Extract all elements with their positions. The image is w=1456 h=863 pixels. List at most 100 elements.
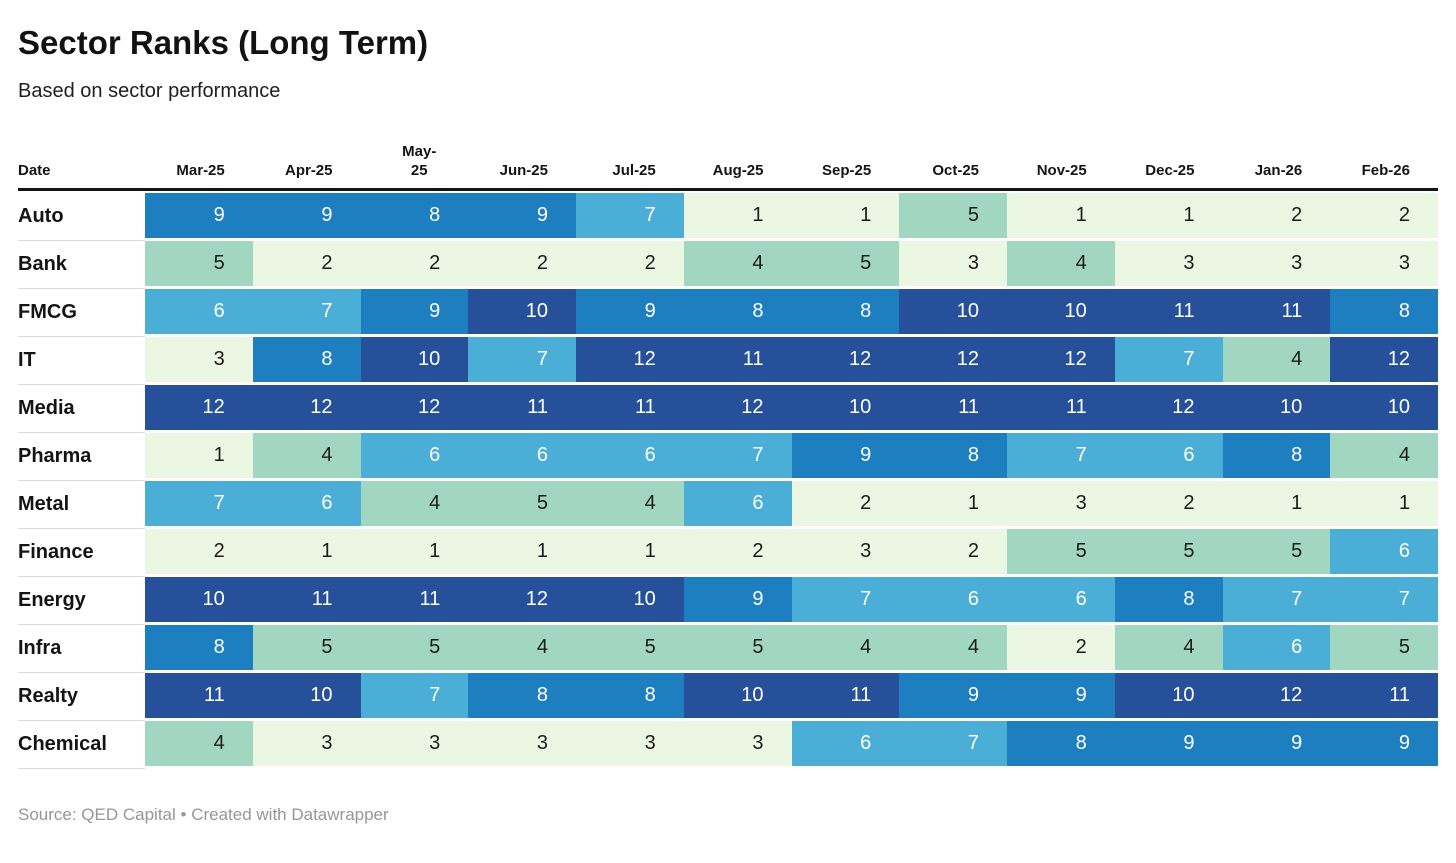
heatmap-cell: 9: [1114, 720, 1223, 766]
heatmap-cell: 10: [1007, 288, 1115, 334]
heatmap-cell: 11: [252, 576, 361, 622]
heatmap-cell: 5: [576, 624, 684, 670]
heatmap-cell: 12: [1330, 336, 1438, 382]
date-column-header: Date: [18, 161, 51, 179]
row-label: Finance: [18, 528, 145, 577]
heatmap-cell: 11: [1114, 288, 1223, 334]
row-label: Pharma: [18, 432, 145, 481]
heatmap-cell: 12: [1222, 672, 1331, 718]
heatmap-cell: 10: [1330, 384, 1438, 430]
heatmap-cell: 11: [899, 384, 1007, 430]
heatmap-cell: 5: [360, 624, 469, 670]
heatmap-cell: 8: [576, 672, 684, 718]
heatmap-cell: 9: [252, 192, 361, 238]
heatmap-cell: 9: [468, 192, 576, 238]
column-header: Aug-25: [684, 162, 792, 181]
column-header-label: Jul-25: [612, 161, 656, 179]
heatmap-cell: 10: [252, 672, 361, 718]
heatmap-cell: 3: [899, 240, 1007, 286]
heatmap-cell: 8: [683, 288, 792, 334]
heatmap-cell: 6: [1222, 624, 1331, 670]
row-label: Auto: [18, 192, 145, 241]
column-header: Apr-25: [253, 162, 361, 181]
heatmap-cell: 6: [899, 576, 1007, 622]
heatmap-cell: 2: [576, 240, 684, 286]
heatmap-cell: 8: [1007, 720, 1115, 766]
table-row: Media 12 12 12 11 11 12 10 11 11 12 10 10: [18, 384, 1438, 433]
heatmap-cell: 11: [468, 384, 576, 430]
row-label: Media: [18, 384, 145, 433]
heatmap-cell: 7: [791, 576, 900, 622]
heatmap-cell: 2: [145, 528, 253, 574]
heatmap-cell: 5: [145, 240, 253, 286]
heatmap-cell: 5: [1330, 624, 1438, 670]
heatmap-cell: 4: [1114, 624, 1223, 670]
heatmap-cell: 9: [360, 288, 469, 334]
heatmap-cell: 7: [899, 720, 1007, 766]
heatmap-cell: 6: [1114, 432, 1223, 478]
heatmap-cell: 11: [1007, 384, 1115, 430]
heatmap-cell: 11: [1330, 672, 1438, 718]
heatmap-cell: 2: [899, 528, 1007, 574]
heatmap-cell: 9: [791, 432, 900, 478]
heatmap-cell: 12: [683, 384, 792, 430]
heatmap-cell: 1: [1330, 480, 1438, 526]
heatmap-cell: 7: [576, 192, 684, 238]
heatmap-cell: 4: [576, 480, 684, 526]
heatmap-cell: 9: [1330, 720, 1438, 766]
heatmap-cell: 11: [1222, 288, 1331, 334]
column-header-label: Aug-25: [712, 161, 764, 179]
heatmap-cell: 12: [1007, 336, 1115, 382]
heatmap-cell: 8: [145, 624, 253, 670]
heatmap-cell: 5: [899, 192, 1007, 238]
column-header: Jun-25: [468, 162, 576, 181]
heatmap-cell: 1: [899, 480, 1007, 526]
heatmap-cell: 1: [1222, 480, 1331, 526]
heatmap-cell: 4: [1330, 432, 1438, 478]
heatmap-cell: 7: [360, 672, 469, 718]
heatmap-cell: 11: [683, 336, 792, 382]
heatmap-cell: 10: [899, 288, 1007, 334]
heatmap-cell: 7: [1114, 336, 1223, 382]
heatmap-cell: 9: [576, 288, 684, 334]
heatmap-cell: 5: [252, 624, 361, 670]
heatmap-cell: 1: [360, 528, 469, 574]
heatmap-cell: 2: [1222, 192, 1331, 238]
heatmap-cell: 7: [468, 336, 576, 382]
heatmap-cell: 3: [576, 720, 684, 766]
table-row: IT 3 8 10 7 12 11 12 12 12 7 4 12: [18, 336, 1438, 385]
heatmap-cell: 7: [145, 480, 253, 526]
heatmap-cell: 2: [1114, 480, 1223, 526]
heatmap-cell: 6: [1330, 528, 1438, 574]
table-row: Realty 11 10 7 8 8 10 11 9 9 10 12 11: [18, 672, 1438, 721]
heatmap-cell: 12: [468, 576, 576, 622]
column-header-label: Mar-25: [176, 161, 225, 179]
heatmap-cell: 12: [576, 336, 684, 382]
heatmap-cell: 2: [360, 240, 469, 286]
row-label: Infra: [18, 624, 145, 673]
column-header: Nov-25: [1007, 162, 1115, 181]
heatmap-cell: 9: [1222, 720, 1331, 766]
row-label: Metal: [18, 480, 145, 529]
heatmap-cell: 11: [360, 576, 469, 622]
heatmap-cell: 4: [468, 624, 576, 670]
page-subtitle: Based on sector performance: [18, 80, 281, 102]
table-row: Metal 7 6 4 5 4 6 2 1 3 2 1 1: [18, 480, 1438, 529]
heatmap-cell: 4: [683, 240, 792, 286]
heatmap-cell: 8: [899, 432, 1007, 478]
heatmap-cell: 5: [468, 480, 576, 526]
heatmap-cell: 7: [683, 432, 792, 478]
table-row: Bank 5 2 2 2 2 4 5 3 4 3 3 3: [18, 240, 1438, 289]
heatmap-cell: 10: [145, 576, 253, 622]
column-header-label: Sep-25: [822, 161, 872, 179]
heatmap-cell: 6: [1007, 576, 1115, 622]
heatmap-cell: 2: [683, 528, 792, 574]
column-header-label: Jun-25: [499, 161, 548, 179]
heatmap-cell: 1: [145, 432, 253, 478]
heatmap-cell: 12: [899, 336, 1007, 382]
heatmap-cell: 1: [576, 528, 684, 574]
heatmap-cell: 3: [1007, 480, 1115, 526]
heatmap-cell: 12: [791, 336, 900, 382]
heatmap-body: Auto 9 9 8 9 7 1 1 5 1 1 2 2 Bank 5 2 2 2 2 4 5 3 4 3 3 3 FMCG 6 7 9 1…: [18, 192, 1438, 769]
heatmap-cell: 12: [145, 384, 253, 430]
